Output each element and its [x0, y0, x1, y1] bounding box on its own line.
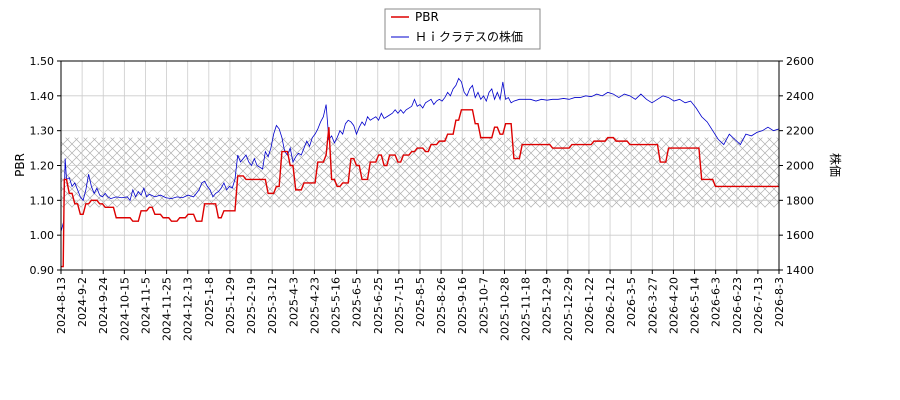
legend-box — [384, 8, 541, 50]
x-tick-label: 2025-1-29 — [224, 277, 237, 334]
x-tick-label: 2024-11-25 — [161, 277, 174, 341]
x-tick-label: 2025-2-19 — [245, 277, 258, 334]
x-tick-label: 2026-5-14 — [689, 277, 702, 334]
x-tick-label: 2025-3-12 — [266, 277, 279, 334]
x-tick-label: 2025-1-8 — [203, 277, 216, 327]
left-axis-title: PBR — [13, 153, 27, 177]
price-line — [61, 77, 779, 232]
x-tick-label: 2024-9-24 — [97, 277, 110, 334]
x-tick-label: 2025-9-16 — [456, 277, 469, 334]
x-tick-label: 2024-12-13 — [182, 277, 195, 341]
x-tick-label: 2026-3-5 — [625, 277, 638, 327]
x-tick-label: 2025-12-29 — [562, 277, 575, 341]
left-axis-ticks: 0.90 1.00 1.10 1.20 1.30 1.40 1.50 — [30, 55, 61, 277]
x-tick-label: 2025-4-3 — [287, 277, 300, 327]
right-tick-label: 1800 — [786, 194, 814, 207]
x-tick-label: 2024-10-15 — [118, 277, 131, 341]
x-tick-label: 2026-6-23 — [731, 277, 744, 334]
x-tick-label: 2025-7-15 — [393, 277, 406, 334]
grid-lines — [60, 60, 780, 271]
x-tick-label: 2025-12-9 — [541, 277, 554, 334]
left-tick-label: 1.30 — [30, 125, 55, 138]
pbr-line — [61, 109, 779, 268]
x-tick-label: 2026-2-12 — [604, 277, 617, 334]
right-tick-label: 2600 — [786, 55, 814, 68]
left-tick-label: 1.00 — [30, 229, 55, 242]
right-tick-label: 2000 — [786, 160, 814, 173]
x-tick-label: 2025-4-23 — [308, 277, 321, 334]
x-tick-label: 2025-6-5 — [351, 277, 364, 327]
right-axis-ticks: 1400 1600 1800 2000 2200 2400 2600 — [779, 55, 814, 277]
x-tick-label: 2025-5-16 — [330, 277, 343, 334]
x-tick-label: 2025-6-25 — [372, 277, 385, 334]
legend: PBR Ｈｉクラテスの株価 — [384, 8, 541, 50]
left-tick-label: 1.10 — [30, 194, 55, 207]
left-tick-label: 1.40 — [30, 90, 55, 103]
right-tick-label: 1400 — [786, 264, 814, 277]
right-axis-title: 株価 — [828, 153, 843, 177]
x-tick-label: 2026-8-3 — [773, 277, 786, 327]
legend-label-price: Ｈｉクラテスの株価 — [415, 29, 523, 44]
series-layer — [61, 77, 779, 268]
x-tick-label: 2025-10-28 — [498, 277, 511, 341]
x-axis-ticks: 2024-8-13 2024-9-2 2024-9-24 2024-10-15 2024… — [55, 270, 786, 341]
x-tick-label: 2024-11-5 — [139, 277, 152, 334]
left-tick-label: 1.20 — [30, 160, 55, 173]
left-tick-label: 0.90 — [30, 264, 55, 277]
x-tick-label: 2025-11-18 — [520, 277, 533, 341]
x-tick-label: 2025-10-7 — [477, 277, 490, 334]
x-tick-label: 2025-8-26 — [435, 277, 448, 334]
x-tick-label: 2026-7-13 — [752, 277, 765, 334]
x-tick-label: 2024-9-2 — [76, 277, 89, 327]
right-tick-label: 1600 — [786, 229, 814, 242]
x-tick-label: 2026-4-20 — [667, 277, 680, 334]
x-tick-label: 2024-8-13 — [55, 277, 68, 334]
legend-label-pbr: PBR — [415, 10, 439, 24]
x-tick-label: 2025-8-5 — [414, 277, 427, 327]
right-tick-label: 2200 — [786, 125, 814, 138]
x-tick-label: 2026-1-22 — [583, 277, 596, 334]
x-tick-label: 2026-3-27 — [646, 277, 659, 334]
right-tick-label: 2400 — [786, 90, 814, 103]
left-tick-label: 1.50 — [30, 55, 55, 68]
x-tick-label: 2026-6-3 — [710, 277, 723, 327]
